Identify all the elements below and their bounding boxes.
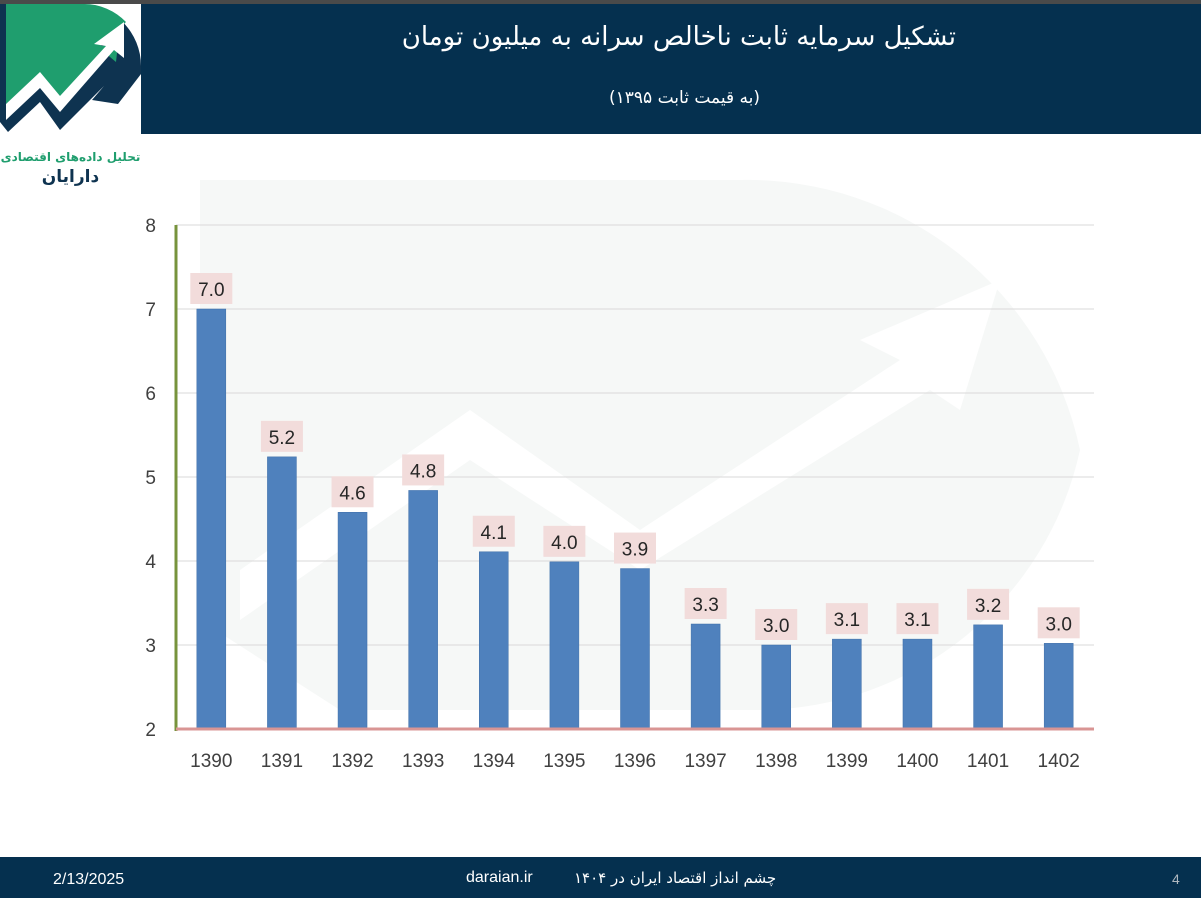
data-label-box (543, 525, 586, 557)
y-tick-label: 3 (145, 636, 156, 657)
bars (196, 308, 1074, 730)
x-tick-label: 1392 (331, 751, 373, 772)
x-tick-label: 1390 (190, 751, 232, 772)
data-label-box (190, 273, 233, 304)
bar (832, 638, 862, 730)
slide-number: 4 (1172, 871, 1180, 887)
x-tick-label: 1394 (473, 751, 516, 772)
x-tick-label: 1398 (755, 751, 797, 772)
y-tick-labels: 2 3 4 5 6 7 8 (145, 216, 156, 741)
data-label: 3.1 (904, 610, 930, 631)
axes (174, 225, 1094, 731)
bar (549, 561, 580, 730)
y-tick-label: 2 (145, 720, 156, 741)
gridlines (176, 224, 1094, 646)
bar (196, 308, 227, 730)
bar-chart: 2 3 4 5 6 7 8 1390 1391 1392 1393 1394 1395 1396 1397… (145, 216, 1094, 772)
data-label-box (402, 454, 445, 486)
x-tick-labels: 1390 1391 1392 1393 1394 1395 1396 1397 1398 1399… (190, 751, 1080, 772)
x-tick-label: 1401 (967, 751, 1009, 772)
y-tick-label: 5 (145, 468, 156, 489)
bar (479, 551, 509, 730)
x-tick-label: 1397 (684, 751, 726, 772)
top-strip (0, 0, 1201, 4)
data-label: 4.6 (339, 483, 365, 504)
data-label: 4.1 (481, 523, 507, 544)
bar (267, 456, 297, 730)
data-label-box (472, 515, 515, 547)
data-label: 7.0 (198, 280, 224, 301)
x-tick-label: 1399 (826, 751, 868, 772)
x-tick-label: 1400 (896, 751, 938, 772)
data-label-box (825, 603, 868, 635)
data-label-box (684, 588, 727, 619)
data-label: 3.2 (975, 596, 1001, 617)
y-tick-label: 7 (145, 300, 156, 321)
bar (620, 568, 650, 730)
data-labels: 7.0 5.2 4.6 4.8 4.1 4.0 3.9 3.3 3.0 3.1 3.1 3.2 3.0 (190, 273, 1080, 640)
data-label: 3.0 (1045, 614, 1071, 635)
data-label: 4.0 (551, 533, 577, 554)
logo-brand-name: دارایان (41, 167, 100, 187)
data-label-box (967, 588, 1010, 620)
bar (973, 624, 1003, 730)
y-tick-label: 8 (145, 216, 156, 237)
data-label: 5.2 (269, 428, 295, 449)
data-label: 3.3 (692, 595, 718, 616)
footer-bar: 2/13/2025 daraian.ir چشم انداز اقتصاد ای… (0, 857, 1201, 898)
data-label: 3.1 (834, 610, 860, 631)
data-label: 3.0 (763, 616, 789, 637)
footer-date: 2/13/2025 (53, 871, 125, 888)
data-label-box (755, 609, 798, 640)
bar (761, 644, 791, 730)
x-tick-label: 1393 (402, 751, 444, 772)
logo-arrow-icon (0, 4, 141, 132)
bar (902, 638, 933, 730)
header-banner: تشکیل سرمایه ثابت ناخالص سرانه به میلیون… (141, 4, 1201, 134)
chart-title: تشکیل سرمایه ثابت ناخالص سرانه به میلیون… (401, 22, 956, 52)
bar (408, 490, 438, 730)
y-tick-label: 6 (145, 384, 156, 405)
footer-site-link[interactable]: daraian.ir (466, 869, 533, 886)
data-label: 3.9 (622, 540, 648, 561)
data-label: 4.8 (410, 461, 436, 482)
data-label-box (331, 476, 374, 508)
data-label-box (896, 603, 939, 635)
data-label-box (260, 420, 303, 452)
logo-tagline: تحلیل داده‌های اقتصادی (0, 150, 141, 164)
x-tick-label: 1395 (543, 751, 585, 772)
x-tick-label: 1402 (1038, 751, 1080, 772)
bar (337, 512, 368, 730)
data-label-box (614, 532, 656, 564)
data-label-box (1037, 607, 1080, 639)
daraian-logo: تحلیل داده‌های اقتصادی دارایان (0, 4, 141, 194)
x-tick-label: 1391 (261, 751, 303, 772)
chart-subtitle: (به قیمت ثابت ۱۳۹۵) (609, 88, 760, 108)
x-tick-label: 1396 (614, 751, 656, 772)
bar (690, 623, 721, 730)
footer-caption: چشم انداز اقتصاد ایران در ۱۴۰۴ (574, 869, 777, 887)
bar (1043, 643, 1074, 730)
y-tick-label: 4 (145, 552, 156, 573)
